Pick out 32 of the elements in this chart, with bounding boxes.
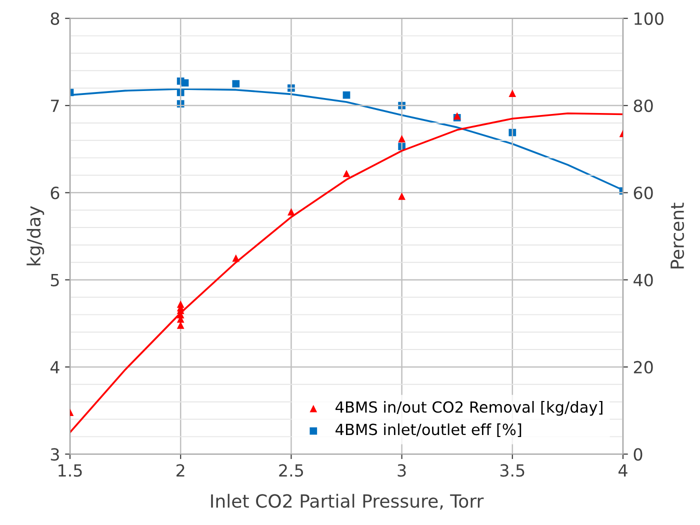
- y-tick-label: 6: [50, 186, 60, 200]
- x-tick-label: 4: [618, 464, 628, 477]
- y-tick-label: 5: [50, 274, 59, 286]
- y-tick-label: 7: [51, 100, 59, 112]
- y-tick-label: 3: [50, 448, 59, 461]
- y2-tick-label: 40: [634, 274, 653, 286]
- point: [508, 90, 516, 97]
- point: [342, 170, 350, 178]
- x-tick-label: 2: [176, 464, 184, 477]
- y2-axis-title: Percent: [670, 202, 684, 268]
- point: [342, 91, 350, 99]
- legend-label: 4BMS in/out CO2 Removal [kg/day]: [336, 400, 602, 416]
- y-axis-title: kg/day: [26, 206, 44, 266]
- y2-tick-label: 20: [634, 360, 653, 374]
- x-tick-label: 2.5: [279, 464, 303, 477]
- y-tick-label: 8: [50, 12, 60, 25]
- x-axis-title: Inlet CO2 Partial Pressure, Torr: [211, 494, 484, 510]
- legend-label: 4BMS inlet/outlet eff [%]: [336, 423, 522, 438]
- x-tick-label: 3: [398, 464, 406, 477]
- y2-tick-label: 0: [634, 448, 642, 461]
- point: [288, 208, 295, 216]
- y2-tick-label: 100: [634, 12, 664, 25]
- point: [398, 134, 406, 142]
- x-tick-label: 1.5: [58, 464, 82, 477]
- y-tick-label: 4: [50, 361, 60, 374]
- x-tick-label: 3.5: [500, 464, 524, 477]
- point: [181, 79, 189, 87]
- y2-tick-label: 60: [634, 186, 653, 200]
- point: [232, 254, 240, 262]
- y2-tick-label: 80: [634, 99, 653, 112]
- point: [232, 80, 240, 88]
- point: [398, 192, 406, 200]
